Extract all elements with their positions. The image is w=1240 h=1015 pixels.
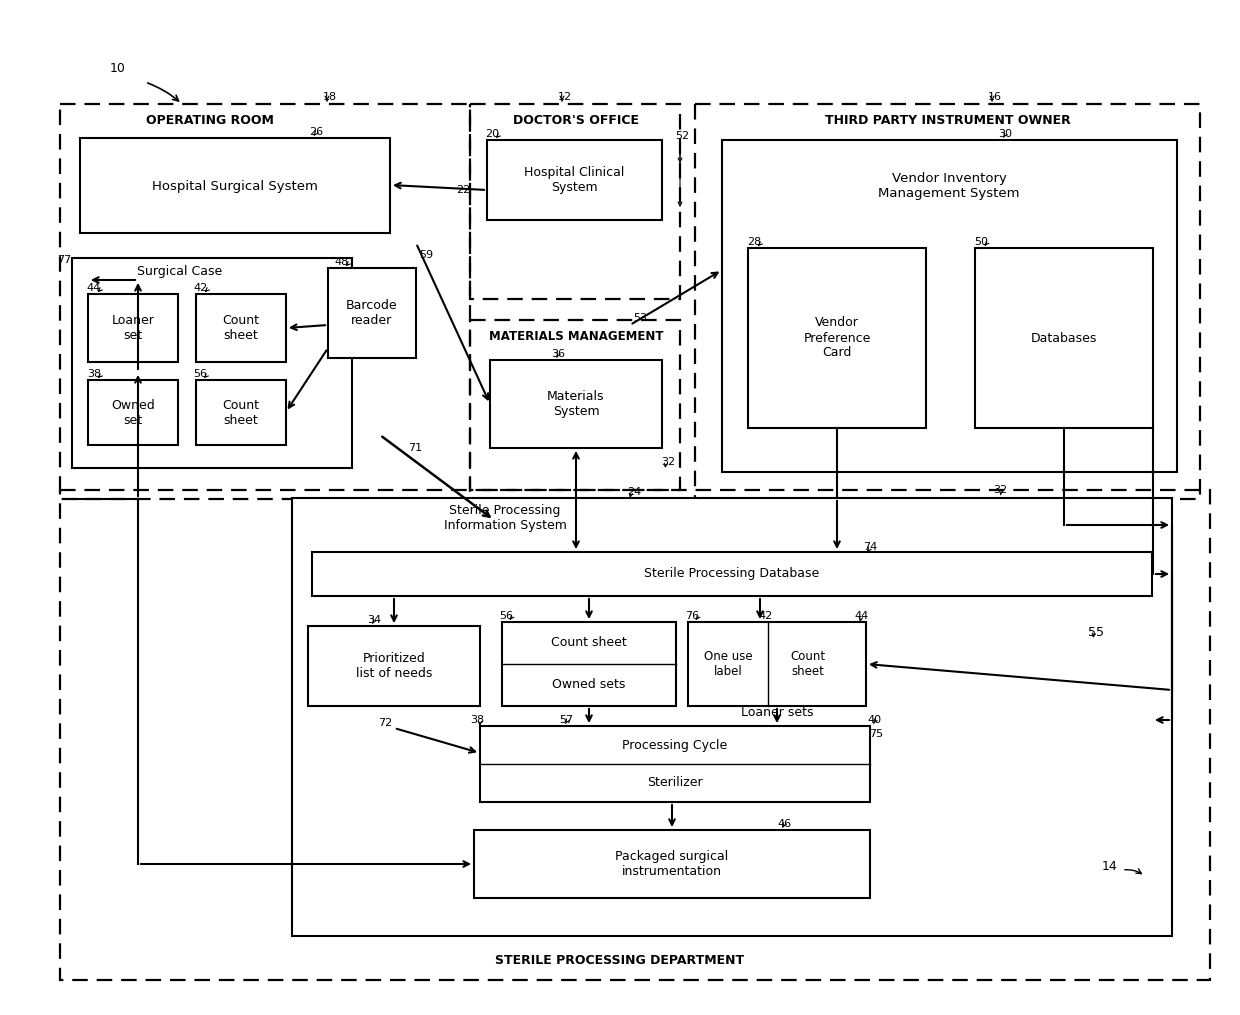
- Text: Hospital Clinical
System: Hospital Clinical System: [523, 166, 624, 194]
- Text: STERILE PROCESSING DEPARTMENT: STERILE PROCESSING DEPARTMENT: [496, 953, 744, 966]
- Text: 71: 71: [408, 443, 422, 453]
- Text: 38: 38: [470, 715, 484, 725]
- Text: Sterilizer: Sterilizer: [647, 776, 703, 790]
- Text: Count sheet: Count sheet: [551, 636, 627, 650]
- Text: Loaner
set: Loaner set: [112, 314, 155, 342]
- Bar: [81, 138, 391, 233]
- Bar: [490, 360, 662, 448]
- Text: 46: 46: [777, 819, 791, 829]
- Text: MATERIALS MANAGEMENT: MATERIALS MANAGEMENT: [489, 330, 663, 342]
- Text: 26: 26: [309, 127, 324, 137]
- Bar: [480, 726, 870, 802]
- Text: Loaner sets: Loaner sets: [740, 705, 813, 719]
- Text: Count
sheet: Count sheet: [222, 399, 259, 427]
- Text: 30: 30: [998, 129, 1012, 139]
- Text: 55: 55: [1087, 625, 1104, 638]
- Bar: [72, 258, 352, 468]
- Text: Databases: Databases: [1030, 332, 1097, 344]
- Text: 32: 32: [993, 485, 1007, 495]
- Text: 18: 18: [322, 92, 337, 102]
- Text: 10: 10: [110, 62, 126, 74]
- Bar: [470, 104, 680, 299]
- Text: Owned
set: Owned set: [112, 399, 155, 427]
- Text: Barcode
reader: Barcode reader: [346, 299, 398, 327]
- Bar: [688, 622, 866, 706]
- Text: 34: 34: [367, 615, 381, 625]
- Text: 42: 42: [759, 611, 773, 621]
- Bar: [487, 140, 662, 220]
- Text: 72: 72: [378, 718, 392, 728]
- Bar: [694, 104, 1200, 499]
- Text: 44: 44: [87, 283, 102, 293]
- Bar: [88, 294, 179, 362]
- Bar: [88, 380, 179, 445]
- Text: 53: 53: [632, 313, 647, 323]
- Text: OPERATING ROOM: OPERATING ROOM: [146, 114, 274, 127]
- Text: 14: 14: [1102, 860, 1118, 873]
- Text: Sterile Processing Database: Sterile Processing Database: [645, 567, 820, 581]
- Bar: [329, 268, 415, 358]
- Bar: [722, 140, 1177, 472]
- Text: Surgical Case: Surgical Case: [138, 266, 223, 278]
- Text: One use
label: One use label: [703, 650, 753, 678]
- Text: 50: 50: [973, 236, 988, 247]
- Text: 56: 56: [498, 611, 513, 621]
- Text: 75: 75: [869, 729, 883, 739]
- Text: 76: 76: [684, 611, 699, 621]
- Bar: [196, 380, 286, 445]
- Text: 74: 74: [863, 542, 877, 552]
- Bar: [502, 622, 676, 706]
- Text: Vendor Inventory
Management System: Vendor Inventory Management System: [878, 172, 1019, 200]
- Bar: [196, 294, 286, 362]
- Text: Materials
System: Materials System: [547, 390, 605, 418]
- Bar: [60, 490, 1210, 980]
- Text: 28: 28: [746, 236, 761, 247]
- Text: 59: 59: [419, 250, 433, 260]
- Text: Count
sheet: Count sheet: [222, 314, 259, 342]
- Text: Vendor
Preference
Card: Vendor Preference Card: [804, 317, 870, 359]
- Text: Packaged surgical
instrumentation: Packaged surgical instrumentation: [615, 850, 729, 878]
- Text: 36: 36: [551, 349, 565, 359]
- Text: THIRD PARTY INSTRUMENT OWNER: THIRD PARTY INSTRUMENT OWNER: [825, 114, 1071, 127]
- Text: 42: 42: [193, 283, 208, 293]
- Text: 48: 48: [335, 257, 350, 267]
- Text: 12: 12: [558, 92, 572, 102]
- Text: 56: 56: [193, 369, 207, 379]
- Text: Owned sets: Owned sets: [552, 678, 626, 691]
- Text: 40: 40: [868, 715, 882, 725]
- Text: Count
sheet: Count sheet: [790, 650, 826, 678]
- Text: DOCTOR'S OFFICE: DOCTOR'S OFFICE: [513, 114, 639, 127]
- Bar: [312, 552, 1152, 596]
- Bar: [474, 830, 870, 898]
- Bar: [470, 320, 680, 490]
- Text: 38: 38: [87, 369, 102, 379]
- Bar: [291, 498, 1172, 936]
- Bar: [975, 248, 1153, 428]
- Bar: [60, 104, 470, 499]
- Text: 24: 24: [627, 487, 641, 497]
- Text: Processing Cycle: Processing Cycle: [622, 739, 728, 751]
- Text: Prioritized
list of needs: Prioritized list of needs: [356, 652, 433, 680]
- Text: 52: 52: [675, 131, 689, 141]
- Text: 32: 32: [661, 457, 675, 467]
- Bar: [748, 248, 926, 428]
- Text: 22: 22: [456, 185, 470, 195]
- Text: 57: 57: [559, 715, 573, 725]
- Text: 16: 16: [988, 92, 1002, 102]
- Text: 44: 44: [854, 611, 869, 621]
- Text: 20: 20: [485, 129, 498, 139]
- Text: Hospital Surgical System: Hospital Surgical System: [153, 180, 317, 193]
- Text: Sterile Processing
Information System: Sterile Processing Information System: [444, 504, 567, 532]
- Bar: [308, 626, 480, 706]
- Text: 77: 77: [57, 255, 71, 265]
